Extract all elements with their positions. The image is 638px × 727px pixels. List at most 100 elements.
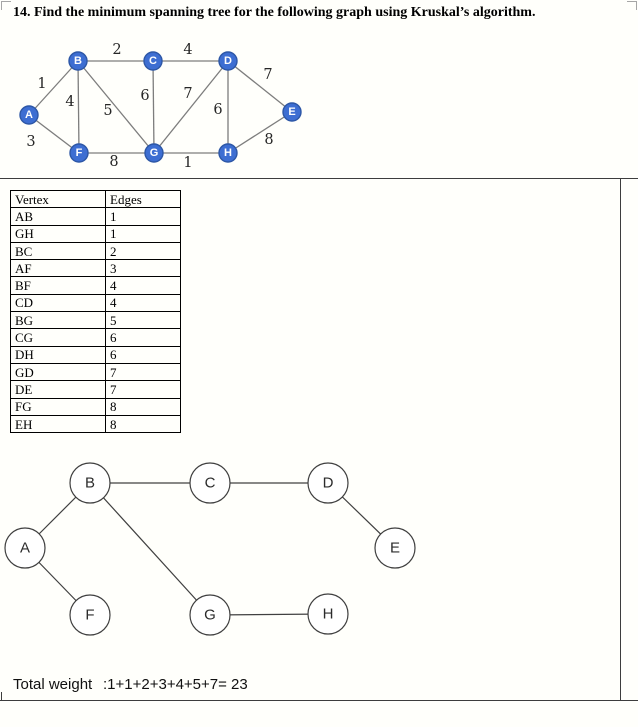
node-F <box>69 594 111 636</box>
edge-weight-DE: 7 <box>263 67 272 83</box>
table-row: DH 6 <box>10 345 181 364</box>
canvas-border-right <box>620 178 621 701</box>
vertex-column-header: Vertex <box>10 189 106 209</box>
node-label-D: D <box>224 55 232 67</box>
table-row: BC 2 <box>10 241 181 261</box>
edge-DG <box>153 60 229 154</box>
node-label-A: A <box>20 540 30 557</box>
table-row: CG 6 <box>10 328 181 347</box>
weight-cell: 7 <box>105 362 181 382</box>
weight-cell: 6 <box>105 328 181 347</box>
weight-cell: 7 <box>105 380 181 399</box>
weight-cell: 1 <box>105 207 181 226</box>
node-B <box>69 462 111 504</box>
text-boundary-corner-top-left-icon <box>1 1 11 10</box>
weight-cell: 8 <box>105 414 181 434</box>
node-label-C: C <box>149 55 157 67</box>
edge-weight-AB: 1 <box>37 76 46 92</box>
canvas-border-bottom-left-tick <box>1 692 2 700</box>
edge-weight-DG: 7 <box>183 86 192 102</box>
weight-cell: 8 <box>105 397 181 416</box>
table-row: AF 3 <box>10 259 181 278</box>
weight-cell: 5 <box>105 311 181 330</box>
mst-diagram: A B C D E F G H <box>4 462 416 636</box>
table-row: CD 4 <box>10 293 181 313</box>
weighted-graph-diagram: A B C D E F G H 1 2 4 7 3 4 5 6 7 6 8 1 8 <box>19 42 302 171</box>
weight-cell: 3 <box>105 259 181 278</box>
weight-cell: 6 <box>105 345 181 364</box>
vertex-cell: AB <box>10 207 106 226</box>
node-F <box>69 143 89 163</box>
vertex-cell: BC <box>10 241 106 261</box>
weight-cell: 1 <box>105 224 181 243</box>
node-E <box>374 527 416 569</box>
vertex-cell: CD <box>10 293 106 313</box>
edge-weight-CG: 6 <box>140 88 149 104</box>
node-label-G: G <box>204 607 216 624</box>
edge-weight-AF: 3 <box>26 134 35 150</box>
node-D <box>218 51 238 71</box>
vertex-cell: FG <box>10 397 106 416</box>
weight-cell: 4 <box>105 293 181 313</box>
table-row: FG 8 <box>10 397 181 416</box>
edge-BG <box>89 482 211 616</box>
node-G <box>144 143 164 163</box>
node-H <box>218 143 238 163</box>
weight-cell: 2 <box>105 241 181 261</box>
node-label-H: H <box>323 606 334 623</box>
total-weight-row: Total weight :1+1+2+3+4+5+7= 23 <box>0 676 620 693</box>
edge-weight-BG: 5 <box>103 103 112 119</box>
vertex-cell: BG <box>10 311 106 330</box>
node-B <box>68 51 88 71</box>
edge-BF <box>77 60 80 154</box>
edge-weight-DH: 6 <box>213 102 222 118</box>
node-label-D: D <box>323 475 334 492</box>
edge-CG <box>152 60 155 154</box>
node-label-B: B <box>85 475 95 492</box>
node-label-F: F <box>85 607 94 624</box>
total-weight-label: Total weight <box>13 676 93 693</box>
vertex-cell: AF <box>10 259 106 278</box>
node-A <box>4 527 46 569</box>
node-label-G: G <box>150 147 159 159</box>
table-row: DE 7 <box>10 380 181 399</box>
node-H <box>307 593 349 635</box>
vertex-cell: EH <box>10 414 106 434</box>
edge-DE <box>227 60 293 113</box>
edge-weight-BF: 4 <box>65 94 74 110</box>
edge-BG <box>77 60 155 154</box>
edge-HE <box>227 111 293 154</box>
canvas-border-top <box>0 178 638 179</box>
node-E <box>282 102 302 122</box>
node-D <box>307 462 349 504</box>
edge-AB <box>28 60 79 116</box>
edge-weight-CD: 4 <box>183 42 192 58</box>
vertex-cell: DE <box>10 380 106 399</box>
node-C <box>189 462 231 504</box>
vertex-cell: GH <box>10 224 106 243</box>
weight-cell: 4 <box>105 276 181 295</box>
vertex-cell: BF <box>10 276 106 295</box>
node-label-H: H <box>224 147 232 159</box>
node-label-F: F <box>76 147 83 159</box>
node-C <box>143 51 163 71</box>
vertex-cell: GD <box>10 362 106 382</box>
table-header-row: Vertex Edges <box>10 189 181 209</box>
node-A <box>19 105 39 125</box>
node-label-C: C <box>205 475 216 492</box>
question-title: 14. Find the minimum spanning tree for t… <box>13 5 536 20</box>
node-G <box>189 594 231 636</box>
node-label-A: A <box>25 109 33 121</box>
text-boundary-corner-top-right-icon <box>627 1 637 10</box>
table-row: BG 5 <box>10 311 181 330</box>
vertex-cell: CG <box>10 328 106 347</box>
node-label-E: E <box>390 540 400 557</box>
table-row: BF 4 <box>10 276 181 295</box>
table-row: GD 7 <box>10 362 181 382</box>
edge-weight-BC: 2 <box>112 42 121 58</box>
edge-weight-GH: 1 <box>183 155 192 171</box>
edges-column-header: Edges <box>105 189 181 209</box>
edge-weight-table: Vertex Edges AB 1 GH 1 BC 2 AF 3 BF 4 CD 4 BG 5 CG 6 DH 6… <box>10 189 181 434</box>
edge-weight-FG: 8 <box>109 154 118 170</box>
